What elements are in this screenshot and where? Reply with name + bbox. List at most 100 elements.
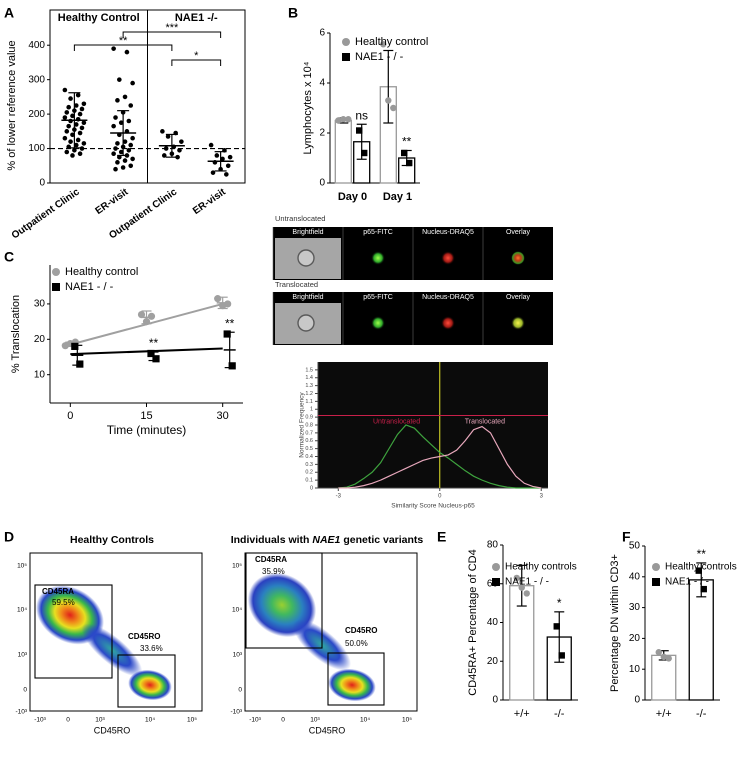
data-point	[214, 295, 222, 303]
data-point	[64, 149, 70, 155]
y-tick-label: 1	[310, 407, 313, 413]
data-point	[163, 146, 169, 151]
data-point	[72, 147, 77, 153]
data-point	[165, 134, 171, 139]
y-tick-label: 0.8	[305, 422, 313, 428]
y-tick-label: 10³	[233, 652, 243, 659]
data-point	[177, 147, 182, 153]
data-point	[179, 139, 184, 144]
y-tick-label: 0.5	[305, 446, 313, 452]
x-tick-label: 10⁵	[187, 717, 197, 724]
significance-label: ns	[355, 108, 368, 122]
data-point	[113, 146, 118, 151]
x-tick-label: 10⁴	[145, 717, 155, 724]
fluorescent-cell	[511, 316, 525, 330]
data-point	[115, 141, 120, 146]
gate	[117, 654, 176, 708]
data-point	[361, 149, 368, 157]
y-tick-label: 0	[39, 178, 45, 189]
data-point	[228, 362, 236, 370]
x-tick-label: -/-	[696, 708, 707, 720]
region-label: Translocated	[465, 418, 505, 425]
data-point	[73, 122, 79, 127]
frequency-curve	[338, 424, 542, 489]
row-title: Translocated	[275, 280, 318, 289]
data-point	[223, 330, 231, 338]
data-point	[111, 46, 116, 51]
x-tick-label: ER-visit	[191, 186, 228, 217]
title-part: Healthy Controls	[70, 534, 154, 546]
frequency-curve	[338, 425, 542, 489]
data-point	[700, 585, 707, 593]
gate-name: CD45RO	[345, 626, 377, 635]
data-point	[111, 151, 116, 157]
x-tick-label: -10³	[34, 717, 46, 724]
data-point	[71, 342, 79, 350]
x-tick-label: +/+	[514, 708, 530, 720]
y-tick-label: 6	[319, 28, 325, 39]
y-tick-label: 1.1	[305, 399, 313, 405]
group-label: Healthy Control	[58, 12, 140, 24]
legend-label: NAE1 - / -	[665, 577, 709, 588]
data-point	[224, 172, 229, 177]
data-point	[660, 653, 667, 661]
data-point	[62, 135, 68, 141]
data-point	[220, 156, 225, 162]
data-point	[147, 349, 155, 358]
data-point	[68, 96, 73, 101]
region-label: Untranslocated	[373, 418, 420, 425]
data-point	[115, 160, 120, 165]
bar	[546, 636, 572, 701]
data-point	[81, 120, 87, 126]
legend-marker	[652, 578, 660, 586]
gate	[34, 584, 113, 679]
data-point	[75, 92, 81, 98]
y-tick-label: 0.6	[305, 438, 313, 444]
data-point	[208, 142, 214, 148]
gate-name: CD45RA	[255, 555, 287, 564]
data-point	[79, 125, 85, 131]
y-tick-label: 0	[319, 178, 325, 189]
data-point	[513, 574, 520, 582]
legend-marker	[492, 563, 500, 571]
data-point	[130, 156, 135, 162]
title-part: NAE1	[312, 534, 340, 546]
data-point	[113, 115, 118, 120]
y-tick-label: 80	[487, 540, 499, 551]
data-point	[227, 154, 233, 160]
data-point	[147, 312, 156, 320]
data-point	[385, 97, 392, 104]
bar	[334, 119, 352, 184]
data-point	[406, 159, 413, 167]
legend-marker	[492, 578, 500, 586]
data-point	[128, 103, 134, 108]
fluorescent-cell	[441, 316, 455, 330]
x-tick-label: 0	[66, 717, 70, 724]
cell	[297, 249, 315, 267]
y-tick-label: 0	[492, 695, 498, 706]
channel-label: Overlay	[506, 229, 531, 236]
y-tick-label: -10³	[15, 709, 27, 716]
significance-bracket	[122, 31, 222, 38]
x-tick-label: 10³	[310, 717, 320, 724]
significance-label: **	[225, 316, 235, 330]
y-tick-label: 50	[629, 541, 641, 552]
y-tick-label: 0	[634, 695, 640, 706]
data-point	[115, 98, 120, 103]
data-point	[117, 77, 122, 82]
data-point	[111, 123, 116, 129]
legend-marker	[342, 38, 350, 46]
y-tick-label: 10⁴	[17, 607, 27, 614]
gate-percent: 59.5%	[52, 598, 75, 607]
row-title: Untranslocated	[275, 214, 325, 223]
y-tick-label: 10⁴	[232, 607, 242, 614]
gate	[245, 552, 323, 649]
legend-label: Healthy controls	[665, 562, 737, 573]
panel-title: Individuals with NAE1 genetic variants	[231, 534, 424, 546]
significance-label: ***	[165, 22, 179, 34]
y-tick-label: 200	[28, 109, 45, 120]
y-tick-label: 10	[34, 369, 46, 380]
data-point	[122, 158, 128, 163]
density-cloud	[328, 668, 376, 702]
